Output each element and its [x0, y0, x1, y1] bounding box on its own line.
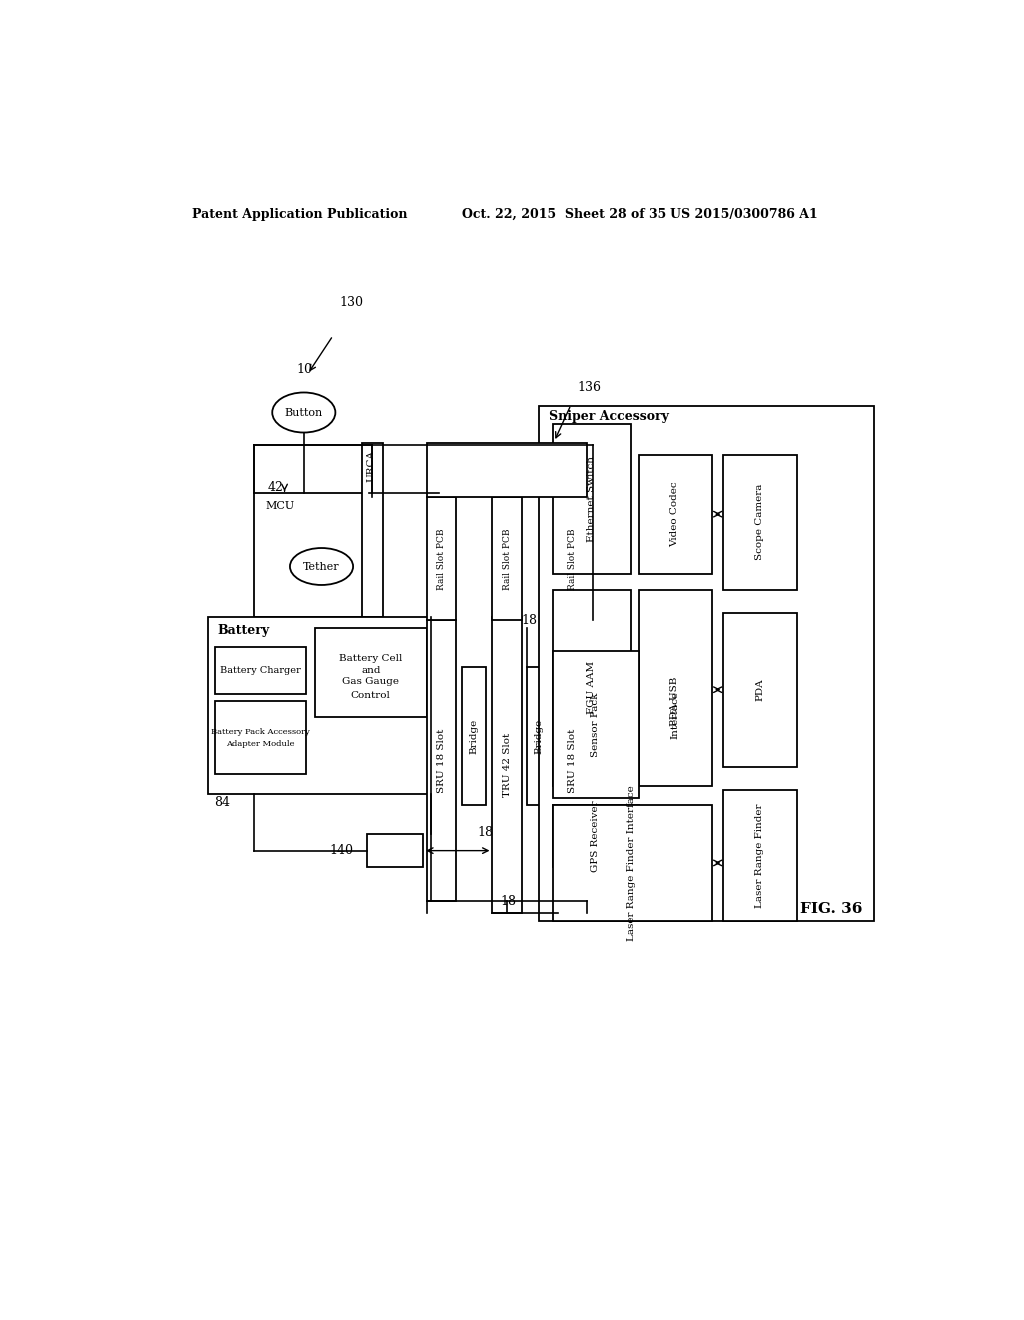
- Bar: [315, 628, 427, 717]
- Text: Interface: Interface: [671, 692, 680, 739]
- Text: Rail Slot PCB: Rail Slot PCB: [503, 528, 512, 590]
- Bar: [527, 667, 552, 805]
- Text: Battery Cell: Battery Cell: [339, 655, 402, 664]
- Text: TRU 42 Slot: TRU 42 Slot: [503, 733, 512, 796]
- Text: Rail Slot PCB: Rail Slot PCB: [568, 528, 578, 590]
- Bar: [462, 667, 486, 805]
- Text: URCA: URCA: [367, 450, 376, 482]
- Bar: [553, 424, 631, 574]
- Text: Gas Gauge: Gas Gauge: [342, 677, 399, 686]
- Bar: [254, 494, 370, 616]
- Bar: [724, 455, 797, 590]
- Bar: [361, 444, 383, 616]
- Text: 18: 18: [477, 825, 494, 838]
- Text: 84: 84: [214, 796, 229, 809]
- Bar: [639, 455, 712, 574]
- Text: PDA USB: PDA USB: [671, 677, 680, 726]
- Bar: [558, 620, 587, 902]
- Bar: [724, 612, 797, 767]
- Ellipse shape: [272, 392, 336, 433]
- Text: Sensor Pack: Sensor Pack: [591, 692, 600, 756]
- Bar: [553, 651, 639, 797]
- Bar: [427, 620, 457, 902]
- Text: Battery Charger: Battery Charger: [220, 667, 301, 675]
- Text: FGU AAM: FGU AAM: [588, 661, 596, 714]
- Text: US 2015/0300786 A1: US 2015/0300786 A1: [670, 209, 817, 222]
- Text: Button: Button: [285, 408, 323, 417]
- Text: Control: Control: [351, 690, 391, 700]
- Text: 140: 140: [330, 843, 354, 857]
- Bar: [215, 701, 306, 775]
- Bar: [558, 498, 587, 620]
- Bar: [539, 407, 873, 921]
- Text: Bridge: Bridge: [469, 718, 478, 754]
- Text: Ethernet Switch: Ethernet Switch: [588, 455, 596, 541]
- Text: 18: 18: [521, 614, 538, 627]
- Text: and: and: [361, 667, 381, 675]
- Bar: [553, 590, 631, 785]
- Bar: [427, 444, 587, 498]
- Text: 10: 10: [296, 363, 312, 376]
- Text: FIG. 36: FIG. 36: [801, 902, 863, 916]
- Bar: [427, 498, 457, 620]
- Text: SRU 18 Slot: SRU 18 Slot: [568, 729, 578, 793]
- Bar: [367, 834, 423, 867]
- Bar: [208, 616, 431, 793]
- Text: 130: 130: [339, 296, 364, 309]
- Text: MCU: MCU: [265, 502, 295, 511]
- Text: 18: 18: [500, 895, 516, 908]
- Text: Battery: Battery: [217, 624, 269, 638]
- Text: Sniper Accessory: Sniper Accessory: [549, 409, 669, 422]
- Text: Tether: Tether: [303, 561, 340, 572]
- Text: Battery Pack Accessory: Battery Pack Accessory: [211, 729, 310, 737]
- Text: Bridge: Bridge: [535, 718, 544, 754]
- Bar: [493, 498, 521, 620]
- Ellipse shape: [290, 548, 353, 585]
- Text: Adapter Module: Adapter Module: [226, 739, 295, 747]
- Bar: [215, 647, 306, 693]
- Text: PDA: PDA: [755, 678, 764, 701]
- Bar: [553, 805, 639, 867]
- Text: Rail Slot PCB: Rail Slot PCB: [437, 528, 446, 590]
- Text: Laser Range Finder Interface: Laser Range Finder Interface: [628, 785, 636, 941]
- Bar: [724, 789, 797, 921]
- Text: SRU 18 Slot: SRU 18 Slot: [437, 729, 446, 793]
- Text: Oct. 22, 2015  Sheet 28 of 35: Oct. 22, 2015 Sheet 28 of 35: [462, 209, 666, 222]
- Bar: [493, 616, 521, 913]
- Text: Laser Range Finder: Laser Range Finder: [755, 803, 764, 908]
- Text: 136: 136: [578, 381, 601, 395]
- Text: Scope Camera: Scope Camera: [755, 483, 764, 560]
- Text: 42: 42: [267, 482, 284, 495]
- Text: Video Codec: Video Codec: [671, 482, 680, 546]
- Text: Patent Application Publication: Patent Application Publication: [193, 209, 408, 222]
- Bar: [639, 590, 712, 785]
- Bar: [553, 805, 712, 921]
- Text: GPS Receiver: GPS Receiver: [591, 800, 600, 871]
